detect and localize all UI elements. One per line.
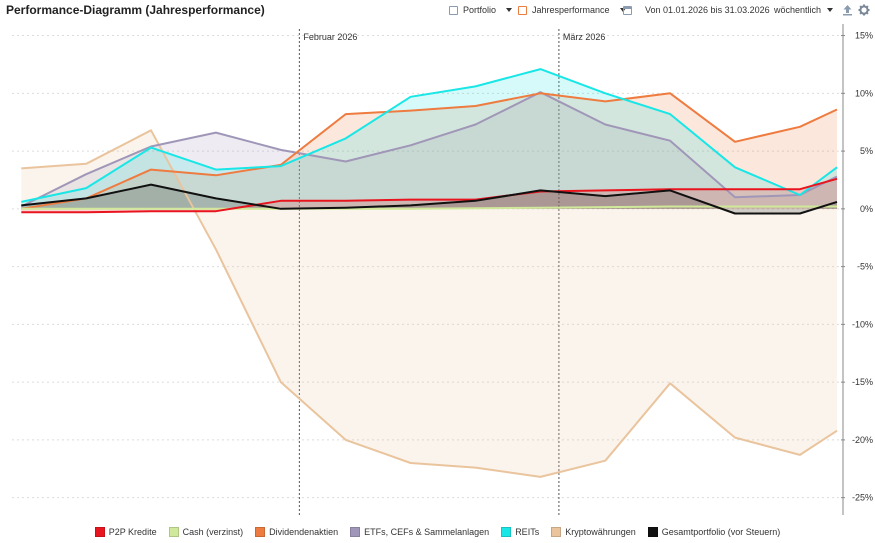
legend-item[interactable]: ETFs, CEFs & Sammelanlagen bbox=[350, 527, 489, 537]
portfolio-selector[interactable]: Portfolio bbox=[449, 5, 513, 15]
settings-button[interactable] bbox=[857, 3, 871, 17]
chevron-down-icon bbox=[619, 8, 626, 12]
series-area-kryptowährungen bbox=[21, 130, 838, 477]
legend-swatch bbox=[255, 527, 266, 537]
mode-icon bbox=[518, 5, 527, 15]
legend-label: Cash (verzinst) bbox=[182, 527, 244, 537]
portfolio-icon bbox=[449, 5, 458, 15]
interval-selector[interactable]: wöchentlich bbox=[774, 5, 834, 15]
y-tick-label: 5% bbox=[860, 146, 873, 156]
performance-chart: 15% 10% 5% 0% -5% -10% -15% -20% -25% Februar 202… bbox=[12, 24, 873, 515]
interval-label: wöchentlich bbox=[774, 5, 822, 15]
legend-item[interactable]: Cash (verzinst) bbox=[168, 527, 244, 537]
portfolio-label: Portfolio bbox=[463, 5, 497, 15]
series-area-p2p-kredite bbox=[21, 178, 838, 213]
y-tick-label: -20% bbox=[852, 435, 873, 445]
legend-swatch bbox=[168, 527, 179, 537]
calendar-icon bbox=[623, 5, 632, 15]
y-tick-label: -10% bbox=[852, 319, 873, 329]
series-area-etfs-cefs-sammelanlagen bbox=[21, 92, 838, 209]
series-line-kryptowährungen bbox=[21, 129, 838, 478]
legend-swatch bbox=[647, 527, 658, 537]
y-tick-label: 15% bbox=[855, 31, 873, 41]
page-title: Performance-Diagramm (Jahresperformance) bbox=[6, 3, 265, 17]
month-marker-label: Februar 2026 bbox=[303, 32, 357, 42]
mode-selector[interactable]: Jahresperformance bbox=[518, 5, 626, 15]
series-area-dividendenaktien bbox=[21, 93, 838, 209]
date-range-picker[interactable]: Von 01.01.2026 bis 31.03.2026 bbox=[623, 5, 770, 15]
legend-swatch bbox=[501, 527, 512, 537]
y-tick-label: -5% bbox=[857, 262, 873, 272]
legend-swatch bbox=[350, 527, 361, 537]
series-line-cash-verzinst bbox=[21, 205, 837, 210]
date-range-label: Von 01.01.2026 bis 31.03.2026 bbox=[645, 5, 770, 15]
legend-item[interactable]: REITs bbox=[501, 527, 539, 537]
legend-label: Gesamtportfolio (vor Steuern) bbox=[661, 527, 781, 537]
chevron-down-icon bbox=[506, 8, 513, 12]
y-tick-label: 10% bbox=[855, 88, 873, 98]
series-line-dividendenaktien bbox=[21, 92, 838, 210]
chart-legend: P2P Kredite Cash (verzinst) Dividendenakti… bbox=[0, 524, 875, 540]
y-tick-label: -25% bbox=[852, 493, 873, 503]
legend-item[interactable]: P2P Kredite bbox=[94, 527, 157, 537]
legend-label: Dividendenaktien bbox=[269, 527, 339, 537]
series-line-gesamtportfolio-vor-steuern bbox=[21, 183, 838, 215]
series-line-p2p-kredite bbox=[21, 177, 838, 214]
legend-label: P2P Kredite bbox=[108, 527, 157, 537]
legend-item[interactable]: Kryptowährungen bbox=[551, 527, 636, 537]
series-line-etfs-cefs-sammelanlagen bbox=[20, 91, 838, 208]
legend-label: REITs bbox=[515, 527, 540, 537]
legend-item[interactable]: Gesamtportfolio (vor Steuern) bbox=[647, 527, 781, 537]
legend-label: Kryptowährungen bbox=[565, 527, 636, 537]
export-button[interactable] bbox=[840, 3, 854, 17]
legend-swatch bbox=[551, 527, 562, 537]
series-line-reits bbox=[21, 68, 838, 203]
upload-icon bbox=[842, 5, 852, 16]
legend-item[interactable]: Dividendenaktien bbox=[255, 527, 338, 537]
month-marker-label: März 2026 bbox=[563, 32, 606, 42]
chevron-down-icon bbox=[827, 8, 834, 12]
y-tick-label: -15% bbox=[852, 377, 873, 387]
chart-header: Performance-Diagramm (Jahresperformance)… bbox=[0, 0, 875, 22]
y-tick-label: 0% bbox=[860, 204, 873, 214]
legend-label: ETFs, CEFs & Sammelanlagen bbox=[364, 527, 490, 537]
mode-label: Jahresperformance bbox=[532, 5, 610, 15]
legend-swatch bbox=[94, 527, 105, 537]
gear-icon bbox=[858, 4, 870, 16]
